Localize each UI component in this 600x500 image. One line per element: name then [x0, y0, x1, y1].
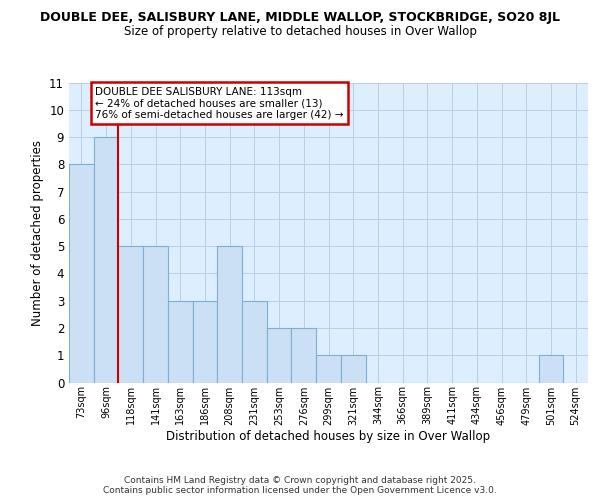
- Text: DOUBLE DEE SALISBURY LANE: 113sqm
← 24% of detached houses are smaller (13)
76% : DOUBLE DEE SALISBURY LANE: 113sqm ← 24% …: [95, 86, 343, 120]
- Bar: [292, 328, 316, 382]
- Bar: [118, 246, 143, 382]
- Text: Contains HM Land Registry data © Crown copyright and database right 2025.
Contai: Contains HM Land Registry data © Crown c…: [103, 476, 497, 495]
- Bar: [143, 246, 168, 382]
- Text: Size of property relative to detached houses in Over Wallop: Size of property relative to detached ho…: [124, 25, 476, 38]
- Bar: [316, 355, 341, 382]
- Bar: [193, 300, 217, 382]
- Bar: [341, 355, 365, 382]
- Bar: [539, 355, 563, 382]
- Y-axis label: Number of detached properties: Number of detached properties: [31, 140, 44, 326]
- Bar: [168, 300, 193, 382]
- X-axis label: Distribution of detached houses by size in Over Wallop: Distribution of detached houses by size …: [166, 430, 491, 443]
- Bar: [69, 164, 94, 382]
- Text: DOUBLE DEE, SALISBURY LANE, MIDDLE WALLOP, STOCKBRIDGE, SO20 8JL: DOUBLE DEE, SALISBURY LANE, MIDDLE WALLO…: [40, 11, 560, 24]
- Bar: [217, 246, 242, 382]
- Bar: [267, 328, 292, 382]
- Bar: [242, 300, 267, 382]
- Bar: [94, 137, 118, 382]
